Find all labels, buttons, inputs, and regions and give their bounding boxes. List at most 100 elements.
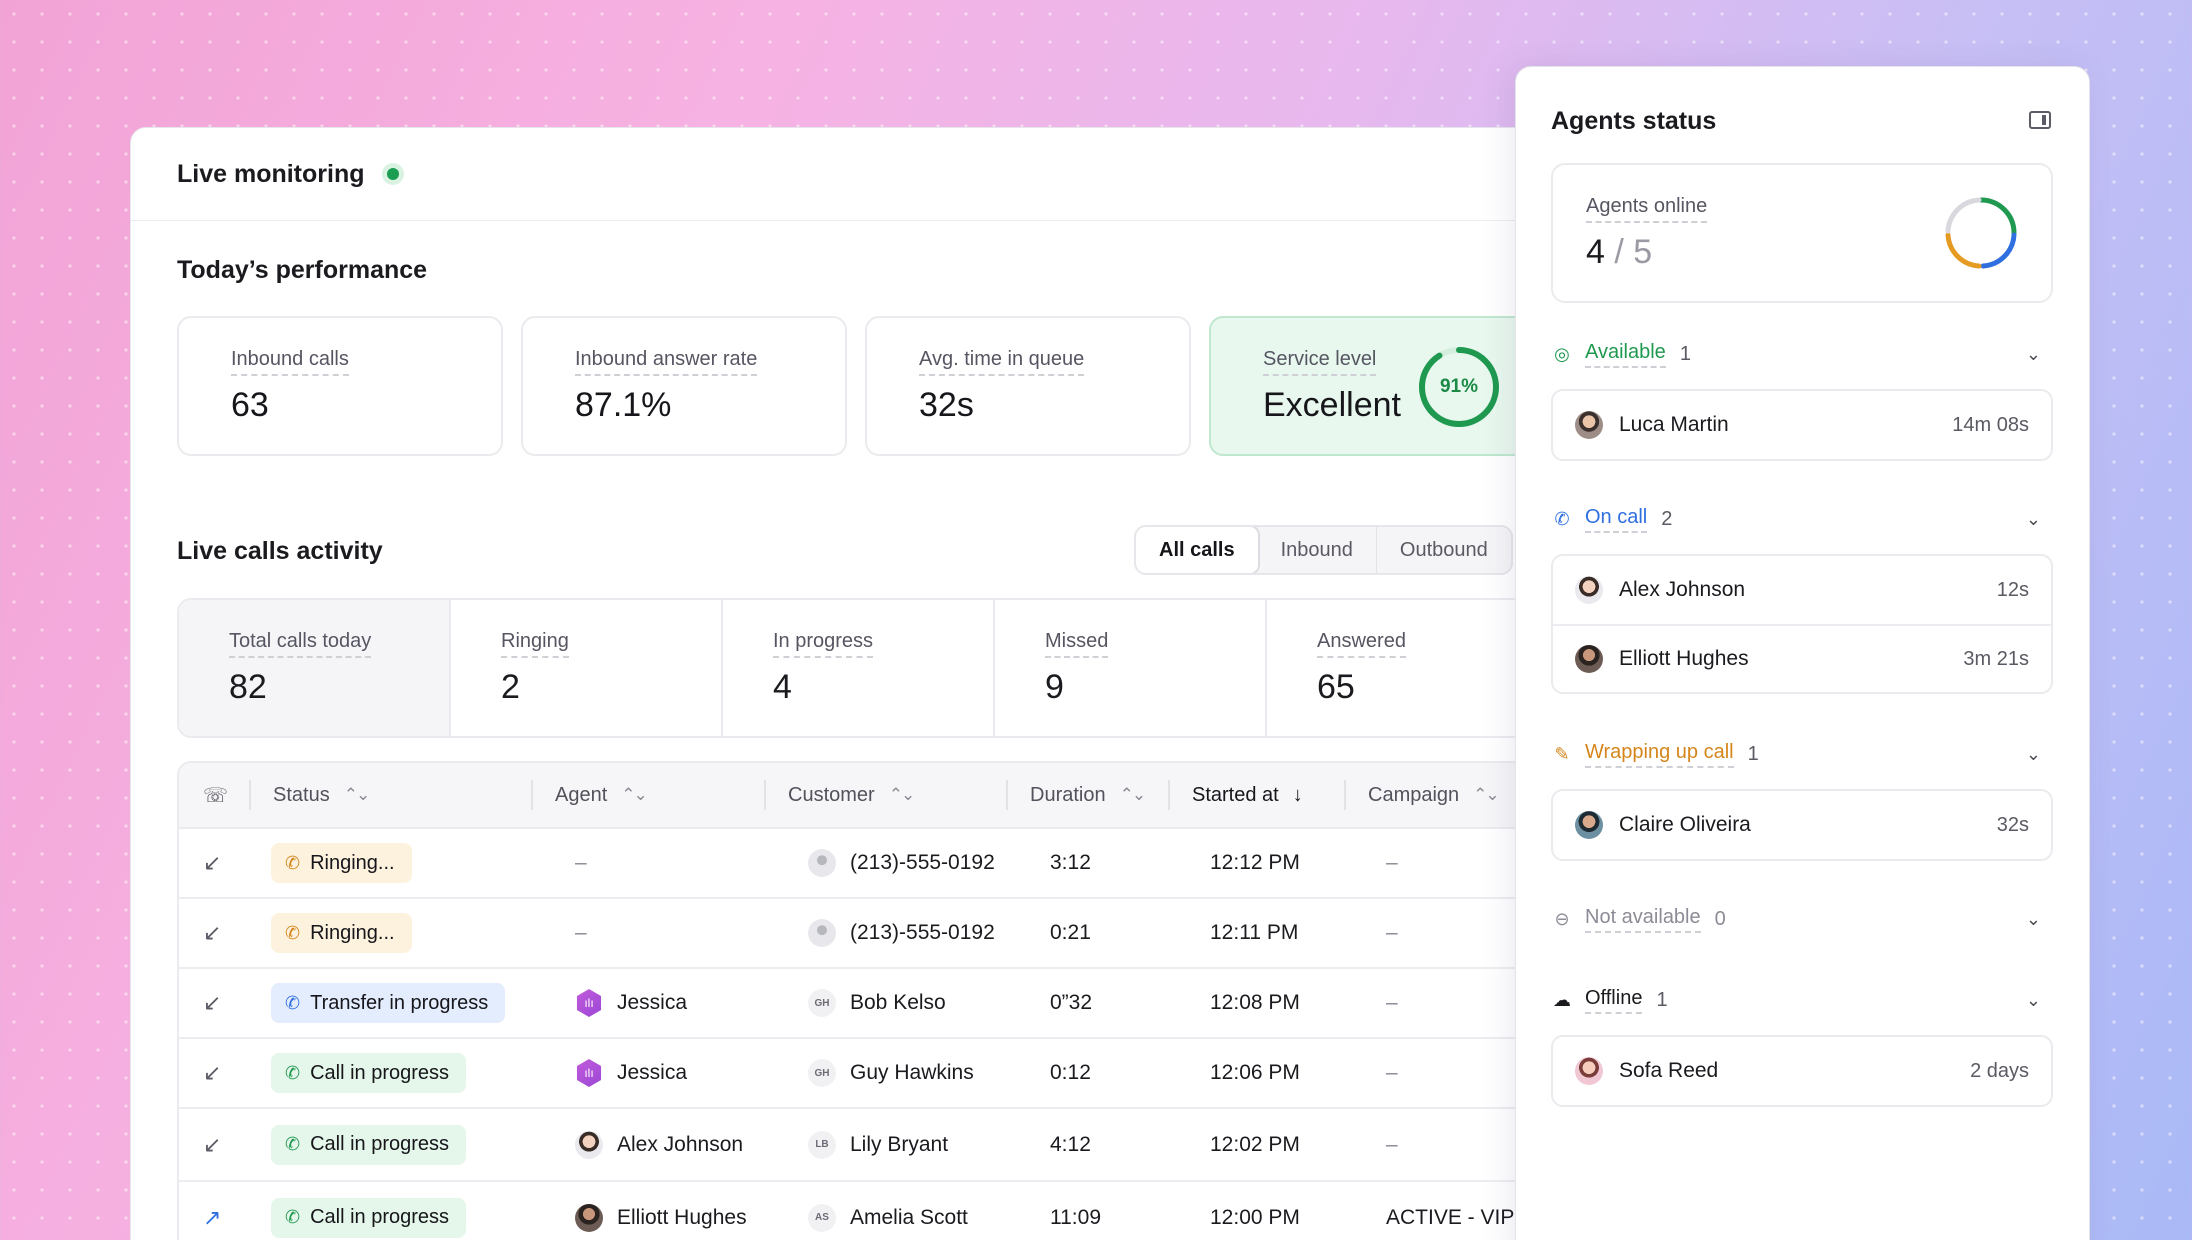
agent-name: – [575,921,587,944]
call-duration: 3:12 [1050,851,1091,874]
agent-status-time: 2 days [1970,1059,2029,1082]
status-text: Call in progress [310,1133,450,1155]
stat-answered: Answered 65 [1267,600,1539,736]
call-filter-tabs: All calls Inbound Outbound [1134,525,1513,575]
column-agent[interactable]: Agent ⌃⌄ [531,780,764,810]
agent-avatar [1575,645,1603,673]
kpi-inbound-calls: Inbound calls 63 [177,316,503,456]
cloud-off-icon: ☁ [1553,989,1571,1010]
agents-online-ring [1945,197,2017,269]
group-header[interactable]: ◎ Available 1 ⌄ [1551,337,2053,371]
stat-label[interactable]: Ringing [501,630,569,658]
calls-table: ☏ Status ⌃⌄ Agent ⌃⌄ Customer ⌃⌄ Duration ⌃⌄… [177,761,1659,1240]
agents-online-value: 4 / 5 [1586,233,1653,271]
call-started-at: 12:00 PM [1210,1205,1300,1229]
sort-icon: ⌃⌄ [621,785,647,804]
campaign: – [1386,1061,1398,1084]
customer-name: (213)-555-0192 [850,921,995,944]
group-header[interactable]: ✆ On call 2 ⌄ [1551,502,2053,536]
panel-header: Live monitoring [131,128,1659,221]
group-label: Wrapping up call [1585,741,1734,768]
phone-call-icon: ✆ [285,1134,301,1154]
agent-avatar [1575,576,1603,604]
stat-label[interactable]: Total calls today [229,630,372,658]
stat-label[interactable]: Answered [1317,630,1406,658]
kpi-label[interactable]: Avg. time in queue [919,348,1085,376]
stat-label[interactable]: Missed [1045,630,1109,658]
group-wrapping-up: ✎ Wrapping up call 1 ⌄ Claire Oliveira 3… [1551,737,2053,861]
group-header[interactable]: ⊖ Not available 0 ⌄ [1551,902,2053,936]
table-header: ☏ Status ⌃⌄ Agent ⌃⌄ Customer ⌃⌄ Duration ⌃⌄… [179,763,1659,829]
group-count: 1 [1679,342,1691,365]
chevron-down-icon[interactable]: ⌄ [2025,343,2041,364]
group-header[interactable]: ✎ Wrapping up call 1 ⌄ [1551,737,2053,771]
call-duration: 0:21 [1050,921,1091,944]
sort-desc-icon: ↓ [1292,783,1303,806]
status-badge: ✆ Call in progress [271,1124,467,1165]
kpi-label[interactable]: Service level [1263,348,1377,376]
kpi-value: 63 [231,386,269,424]
table-row[interactable]: ↙ ✆ Transfer in progress ılı Jessica GH Bob… [179,969,1659,1039]
kpi-service-level: Service level Excellent 91% [1209,316,1535,456]
stat-value: 82 [229,668,267,706]
chevron-down-icon[interactable]: ⌄ [2025,743,2041,764]
column-campaign[interactable]: Campaign ⌃⌄ [1344,780,1500,810]
chevron-down-icon[interactable]: ⌄ [2025,908,2041,929]
stat-label[interactable]: In progress [773,630,874,658]
status-badge: ✆ Ringing... [271,913,412,953]
agent-name: – [575,851,587,874]
status-badge: ✆ Ringing... [271,843,412,883]
table-row[interactable]: ↙ ✆ Call in progress ılı Jessica GH Guy Haw… [179,1039,1659,1109]
call-duration: 0”32 [1050,991,1093,1014]
table-row[interactable]: ↙ ✆ Ringing... – (213)-555-0192 0:21 12:1… [179,899,1659,969]
chevron-down-icon[interactable]: ⌄ [2025,508,2041,529]
column-started-at[interactable]: Started at ↓ [1168,780,1344,810]
call-started-at: 12:11 PM [1210,921,1299,944]
group-count: 1 [1747,742,1759,765]
check-circle-icon: ◎ [1554,343,1570,364]
group-offline: ☁ Offline 1 ⌄ Sofa Reed 2 days [1551,983,2053,1107]
group-header[interactable]: ☁ Offline 1 ⌄ [1551,983,2053,1017]
agent-list: Claire Oliveira 32s [1551,789,2053,861]
agent-row[interactable]: Elliott Hughes 3m 21s [1553,624,2051,692]
chevron-down-icon[interactable]: ⌄ [2025,989,2041,1010]
kpi-label[interactable]: Inbound calls [231,348,349,376]
agent-name: Elliott Hughes [617,1205,747,1229]
inbound-arrow-icon: ↙ [203,850,222,875]
customer-initials: LB [808,1130,836,1159]
agent-name: Sofa Reed [1619,1059,1719,1082]
agent-name: Alex Johnson [617,1132,744,1156]
phone-call-icon: ✆ [285,1062,301,1083]
direction-column-header[interactable]: ☏ [179,780,249,810]
agent-avatar [1575,1057,1603,1085]
column-status[interactable]: Status ⌃⌄ [249,780,531,810]
column-duration[interactable]: Duration ⌃⌄ [1006,780,1168,810]
call-duration: 11:09 [1050,1205,1101,1229]
tab-all-calls[interactable]: All calls [1135,527,1260,573]
agents-online-label[interactable]: Agents online [1586,195,1708,223]
table-row[interactable]: ↙ ✆ Ringing... – (213)-555-0192 3:12 12:1… [179,829,1659,899]
campaign: – [1386,1132,1398,1156]
service-level-ring: 91% [1417,345,1501,429]
activity-title: Live calls activity [177,537,383,565]
campaign: ACTIVE - VIP re [1386,1205,1539,1229]
sort-icon: ⌃⌄ [1119,785,1146,804]
column-customer[interactable]: Customer ⌃⌄ [764,780,1006,810]
tab-inbound[interactable]: Inbound [1280,538,1353,561]
agent-name: Luca Martin [1619,413,1729,436]
table-row[interactable]: ↙ ✆ Call in progress Alex Johnson LB Lily … [179,1109,1659,1182]
table-row[interactable]: ↗ ✆ Call in progress Elliott Hughes AS Ame… [179,1182,1659,1240]
agent-row[interactable]: Claire Oliveira 32s [1553,791,2051,859]
kpi-answer-rate: Inbound answer rate 87.1% [521,316,847,456]
agent-row[interactable]: Luca Martin 14m 08s [1553,391,2051,459]
agent-row[interactable]: Alex Johnson 12s [1553,556,2051,624]
kpi-label[interactable]: Inbound answer rate [575,348,758,376]
inbound-arrow-icon: ↙ [203,1060,222,1085]
tab-outbound[interactable]: Outbound [1375,527,1511,573]
agent-row[interactable]: Sofa Reed 2 days [1553,1037,2051,1105]
customer-name: Bob Kelso [850,991,946,1014]
collapse-panel-icon[interactable] [2029,111,2051,129]
customer-name: Guy Hawkins [850,1061,974,1084]
call-stats: Total calls today 82 Ringing 2 In progre… [177,598,1659,738]
column-label: Customer [788,783,875,806]
